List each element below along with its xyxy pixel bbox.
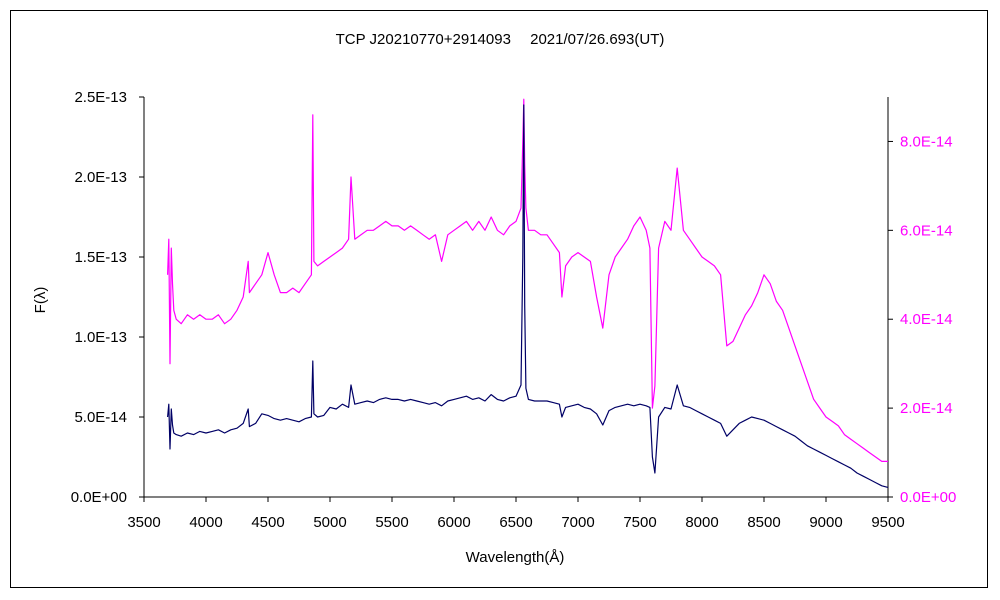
x-tick-label: 5000 xyxy=(313,514,346,531)
y-left-tick-label: 0.0E+00 xyxy=(71,489,127,506)
x-tick-label: 6000 xyxy=(437,514,470,531)
y-left-tick-label: 2.0E-13 xyxy=(74,169,127,186)
y-right-tick-label: 8.0E-14 xyxy=(900,133,953,150)
x-tick-label: 9500 xyxy=(871,514,904,531)
y-right-tick-label: 6.0E-14 xyxy=(900,222,953,239)
y-left-tick-label: 5.0E-14 xyxy=(74,409,127,426)
x-tick-label: 4500 xyxy=(251,514,284,531)
x-tick-label: 8000 xyxy=(685,514,718,531)
chart-title: TCP J20210770+2914093 2021/07/26.693(UT) xyxy=(336,31,665,48)
y-axis-label: F(λ) xyxy=(32,287,49,314)
y-right-tick-label: 0.0E+00 xyxy=(900,489,956,506)
x-tick-label: 4000 xyxy=(189,514,222,531)
x-tick-label: 3500 xyxy=(127,514,160,531)
y-left-tick-label: 2.5E-13 xyxy=(74,89,127,106)
x-tick-label: 9000 xyxy=(809,514,842,531)
x-tick-label: 6500 xyxy=(499,514,532,531)
y-right-tick-label: 2.0E-14 xyxy=(900,400,953,417)
x-tick-label: 7000 xyxy=(561,514,594,531)
plot-layer: 3500 4000 4500 5000 5500 6000 6500 7000 7500 8000… xyxy=(71,89,957,531)
series-line-left-axis xyxy=(167,104,889,488)
y-left-tick-label: 1.0E-13 xyxy=(74,329,127,346)
x-axis-label: Wavelength(Å) xyxy=(466,549,565,566)
y-left-tick-label: 1.5E-13 xyxy=(74,249,127,266)
series-line-right-axis xyxy=(167,98,888,462)
x-tick-label: 8500 xyxy=(747,514,780,531)
y-right-tick-label: 4.0E-14 xyxy=(900,311,953,328)
x-tick-label: 5500 xyxy=(375,514,408,531)
x-tick-label: 7500 xyxy=(623,514,656,531)
